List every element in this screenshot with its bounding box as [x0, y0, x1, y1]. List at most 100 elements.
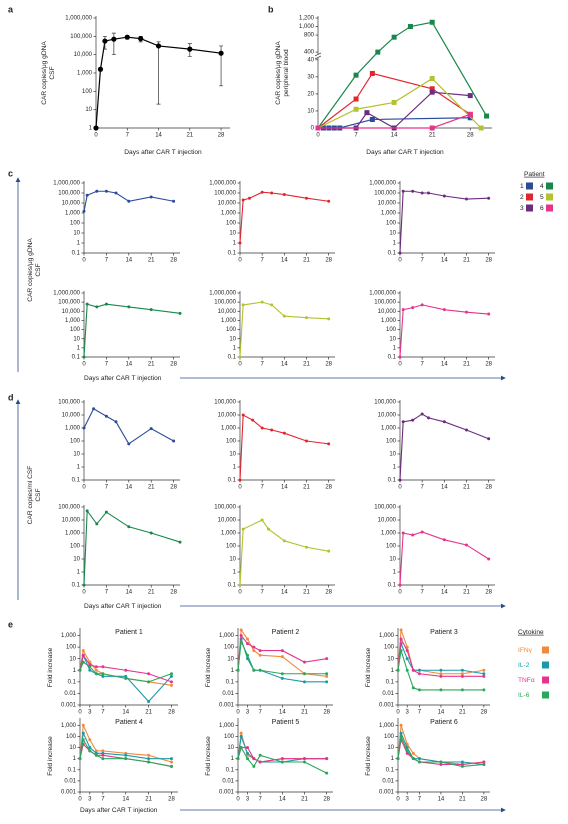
marker [482, 672, 486, 676]
subplot: 0.1 1 10 100 1,000 10,000 100,000 0 7 14 21 28 [58, 505, 182, 596]
x-tick-label: 7 [420, 485, 424, 491]
x-tick-label: 28 [168, 710, 175, 716]
marker [82, 426, 86, 430]
marker [399, 649, 403, 653]
marker [169, 757, 173, 761]
marker [260, 518, 264, 522]
x-tick-label: 28 [481, 797, 488, 803]
marker [178, 540, 182, 544]
x-tick-label: 0 [316, 133, 320, 139]
marker [270, 303, 274, 307]
x-tick-label: 21 [186, 133, 193, 139]
y-tick-label: 1,000 [65, 318, 81, 324]
y-tick-label: 1,000 [221, 426, 237, 432]
marker [246, 746, 249, 750]
y-tick-label: 100 [384, 734, 395, 740]
marker [94, 753, 98, 757]
y-tick-label: 1 [231, 756, 235, 762]
marker [411, 757, 415, 761]
marker [260, 300, 264, 304]
y-tick-label: 400 [304, 50, 315, 56]
marker [241, 413, 245, 417]
y-tick-label: 100 [226, 327, 237, 333]
y-tick-label: 10 [387, 656, 394, 662]
y-tick-label: 1,000,000 [369, 181, 396, 187]
marker [169, 760, 173, 764]
x-tick-label: 14 [125, 485, 132, 491]
marker [88, 738, 92, 742]
marker [147, 753, 151, 757]
marker [482, 762, 486, 766]
marker [81, 731, 85, 735]
legend-label: 2 [520, 194, 524, 201]
marker [478, 125, 484, 131]
marker [417, 688, 421, 692]
marker [101, 757, 105, 761]
marker [417, 757, 421, 761]
y-tick-label: 10,000 [378, 201, 397, 207]
x-tick-label: 21 [303, 362, 310, 368]
y-tick-label: 1 [233, 570, 237, 576]
y-tick-label: 1,000 [381, 531, 397, 537]
y-axis-label: Fold increase [365, 736, 372, 776]
y-tick-label: 1 [391, 756, 395, 762]
marker [439, 688, 443, 692]
marker [239, 746, 243, 750]
x-tick-label: 21 [148, 485, 155, 491]
marker [482, 688, 486, 692]
y-tick-label: 100 [82, 89, 93, 95]
subplot: 0.001 0.01 0.1 1 10 100 1,000 0 3 7 14 21 28 Patient … [205, 718, 333, 803]
marker [353, 72, 359, 78]
series-line [83, 190, 174, 212]
series-line [239, 191, 329, 244]
x-tick-label: 0 [236, 710, 240, 716]
marker [467, 111, 473, 117]
y-tick-label: 1,000 [65, 531, 81, 537]
series-line [83, 509, 181, 586]
x-tick-label: 0 [82, 485, 86, 491]
marker [417, 760, 421, 764]
y-tick-label: 0.1 [386, 767, 395, 773]
marker [353, 106, 359, 112]
marker [81, 723, 85, 727]
series-line [397, 637, 484, 677]
x-tick-label: 21 [459, 797, 466, 803]
axis-break-mark [314, 52, 322, 60]
marker [114, 191, 118, 195]
subplot: 0.1 1 10 100 1,000 10,000 100,000 1,000,000 0 7 14… [369, 291, 495, 368]
x-tick-label: 14 [279, 710, 286, 716]
x-tick-label: 14 [122, 710, 129, 716]
x-tick-label: 0 [82, 590, 86, 596]
y-tick-label: 10 [389, 231, 396, 237]
legend-label: TNFα [518, 677, 535, 684]
x-tick-label: 21 [148, 258, 155, 264]
marker [241, 527, 245, 531]
series-line [79, 731, 172, 760]
marker [399, 723, 403, 727]
y-tick-label: 100,000 [58, 400, 80, 406]
y-tick-label: 0.001 [219, 790, 235, 796]
series-line [237, 746, 327, 774]
y-tick-label: 1,000,000 [53, 181, 80, 187]
marker [460, 688, 464, 692]
subplot: 0.001 0.01 0.1 1 10 100 1,000 0 3 7 14 21 28 Patient … [205, 628, 333, 716]
marker [405, 668, 409, 672]
marker [239, 640, 243, 644]
series-line [317, 21, 488, 129]
y-axis-label: CAR copies/μg gDNA [41, 41, 48, 105]
x-tick-label: 7 [105, 485, 109, 491]
y-tick-label: 0.01 [222, 691, 234, 697]
marker [398, 478, 402, 482]
marker [81, 660, 85, 664]
marker [303, 672, 306, 676]
marker [420, 530, 424, 534]
marker [114, 420, 118, 424]
marker [101, 665, 105, 669]
marker [246, 653, 249, 657]
marker [124, 676, 128, 680]
marker [95, 522, 99, 526]
marker [429, 76, 435, 82]
marker [465, 543, 468, 547]
marker [327, 442, 331, 446]
